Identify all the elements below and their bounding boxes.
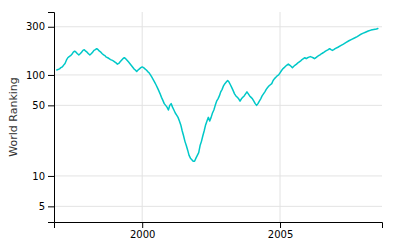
plot: 2000 2005 5 10 50 100 300 [26,12,383,240]
tick: 100 [26,70,54,81]
tick-mark [48,27,54,28]
grid [54,12,382,222]
tick-mark [142,222,143,228]
tick-label: 2000 [130,229,155,240]
y-axis-title: World Ranking [7,77,20,157]
grid-line [54,175,382,176]
tick: 300 [26,21,54,32]
grid-line [54,74,382,75]
tick-mark [280,222,281,228]
grid-line [142,12,143,222]
x-axis: 2000 2005 [55,222,383,240]
tick: 10 [32,171,54,182]
tick: 2000 [130,222,155,240]
axis-line [55,223,383,229]
grid-line [54,26,382,27]
tick: 50 [32,100,54,111]
tick-mark [48,176,54,177]
tick-label: 50 [32,100,45,111]
grid-line [54,206,382,207]
tick-label: 10 [32,171,45,182]
axis-line [48,13,55,223]
tick: 2005 [268,222,293,240]
tick-mark [48,206,54,207]
tick-mark [48,75,54,76]
grid-line [280,12,281,222]
line [57,29,378,162]
tick: 5 [39,201,54,212]
tick-label: 100 [26,70,45,81]
tick-label: 300 [26,21,45,32]
tick-mark [48,105,54,106]
marks [57,29,378,162]
chart: 2000 2005 5 10 50 100 300 World Ranking [0,0,400,250]
y-axis: 5 10 50 100 300 [26,13,55,223]
grid-line [54,105,382,106]
tick-label: 5 [39,201,45,212]
tick-label: 2005 [268,229,293,240]
